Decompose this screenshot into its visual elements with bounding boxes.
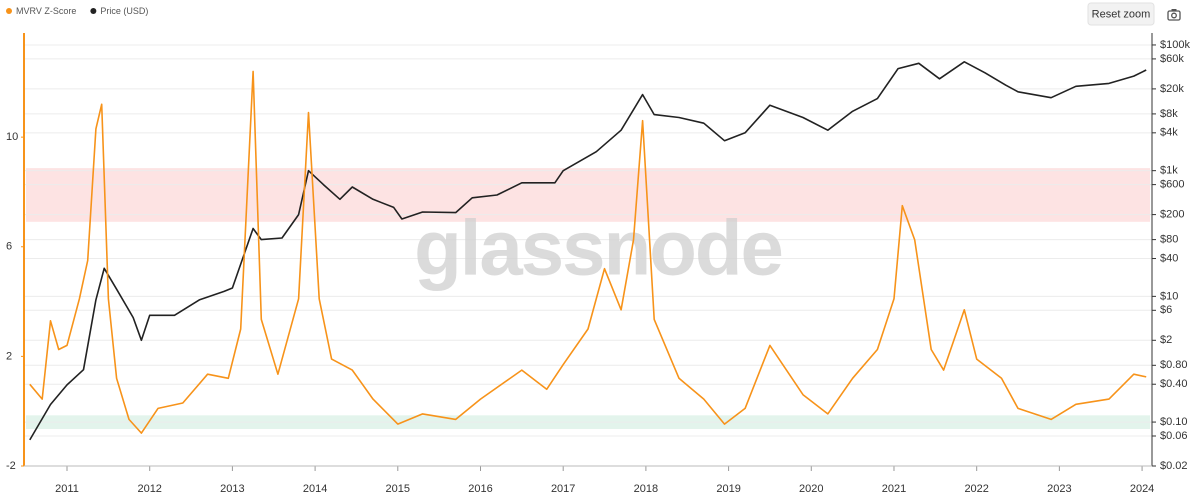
y2-tick-label: $10 [1160, 290, 1178, 302]
button-label[interactable]: Reset zoom [1092, 8, 1151, 20]
legend-marker [6, 8, 12, 14]
legend-label: Price (USD) [100, 6, 148, 16]
x-tick-label: 2013 [220, 483, 244, 495]
y-tick-label: 2 [6, 350, 12, 362]
y2-tick-label: $200 [1160, 209, 1184, 221]
series-line [29, 70, 1147, 434]
y2-tick-label: $20k [1160, 83, 1184, 95]
y2-tick-label: $0.40 [1160, 378, 1188, 390]
x-tick-label: 2016 [468, 483, 492, 495]
x-tick-label: 2021 [882, 483, 906, 495]
y2-tick-label: $0.06 [1160, 430, 1188, 442]
x-tick-label: 2023 [1047, 483, 1071, 495]
y2-tick-label: $0.10 [1160, 416, 1188, 428]
button-background[interactable] [1087, 2, 1155, 26]
x-tick-label: 2020 [799, 483, 823, 495]
y2-tick-label: $0.80 [1160, 359, 1188, 371]
reset-zoom-button[interactable]: Reset zoom [1087, 2, 1155, 26]
y2-tick-label: $60k [1160, 53, 1184, 65]
x-tick-label: 2018 [634, 483, 658, 495]
y2-tick-label: $2 [1160, 334, 1172, 346]
y2-tick-label: $40 [1160, 252, 1178, 264]
y-tick-label: 10 [6, 131, 18, 143]
camera-top[interactable] [1171, 9, 1177, 11]
x-tick-label: 2014 [303, 483, 327, 495]
y2-tick-label: $1k [1160, 165, 1178, 177]
x-tick-label: 2019 [716, 483, 740, 495]
y-tick-label: 6 [6, 241, 12, 253]
x-tick-label: 2015 [386, 483, 410, 495]
y2-tick-label: $8k [1160, 108, 1178, 120]
x-tick-label: 2011 [55, 483, 79, 495]
y2-tick-label: $4k [1160, 127, 1178, 139]
y-tick-label: -2 [6, 460, 16, 472]
zone-band [26, 168, 1150, 222]
legend-label: MVRV Z-Score [16, 6, 76, 16]
y2-tick-label: $100k [1160, 39, 1190, 51]
x-tick-label: 2017 [551, 483, 575, 495]
y2-tick-label: $600 [1160, 179, 1184, 191]
x-tick-label: 2012 [137, 483, 161, 495]
y2-tick-label: $0.02 [1160, 460, 1188, 472]
y2-tick-label: $6 [1160, 304, 1172, 316]
x-tick-label: 2024 [1130, 483, 1154, 495]
y2-tick-label: $80 [1160, 234, 1178, 246]
x-tick-label: 2022 [964, 483, 988, 495]
legend-marker [90, 8, 97, 14]
watermark: glassnode [414, 204, 782, 292]
camera-icon[interactable] [1167, 9, 1181, 21]
camera-lens[interactable] [1171, 12, 1177, 19]
camera-body[interactable] [1167, 10, 1181, 21]
series-line [29, 61, 1147, 441]
